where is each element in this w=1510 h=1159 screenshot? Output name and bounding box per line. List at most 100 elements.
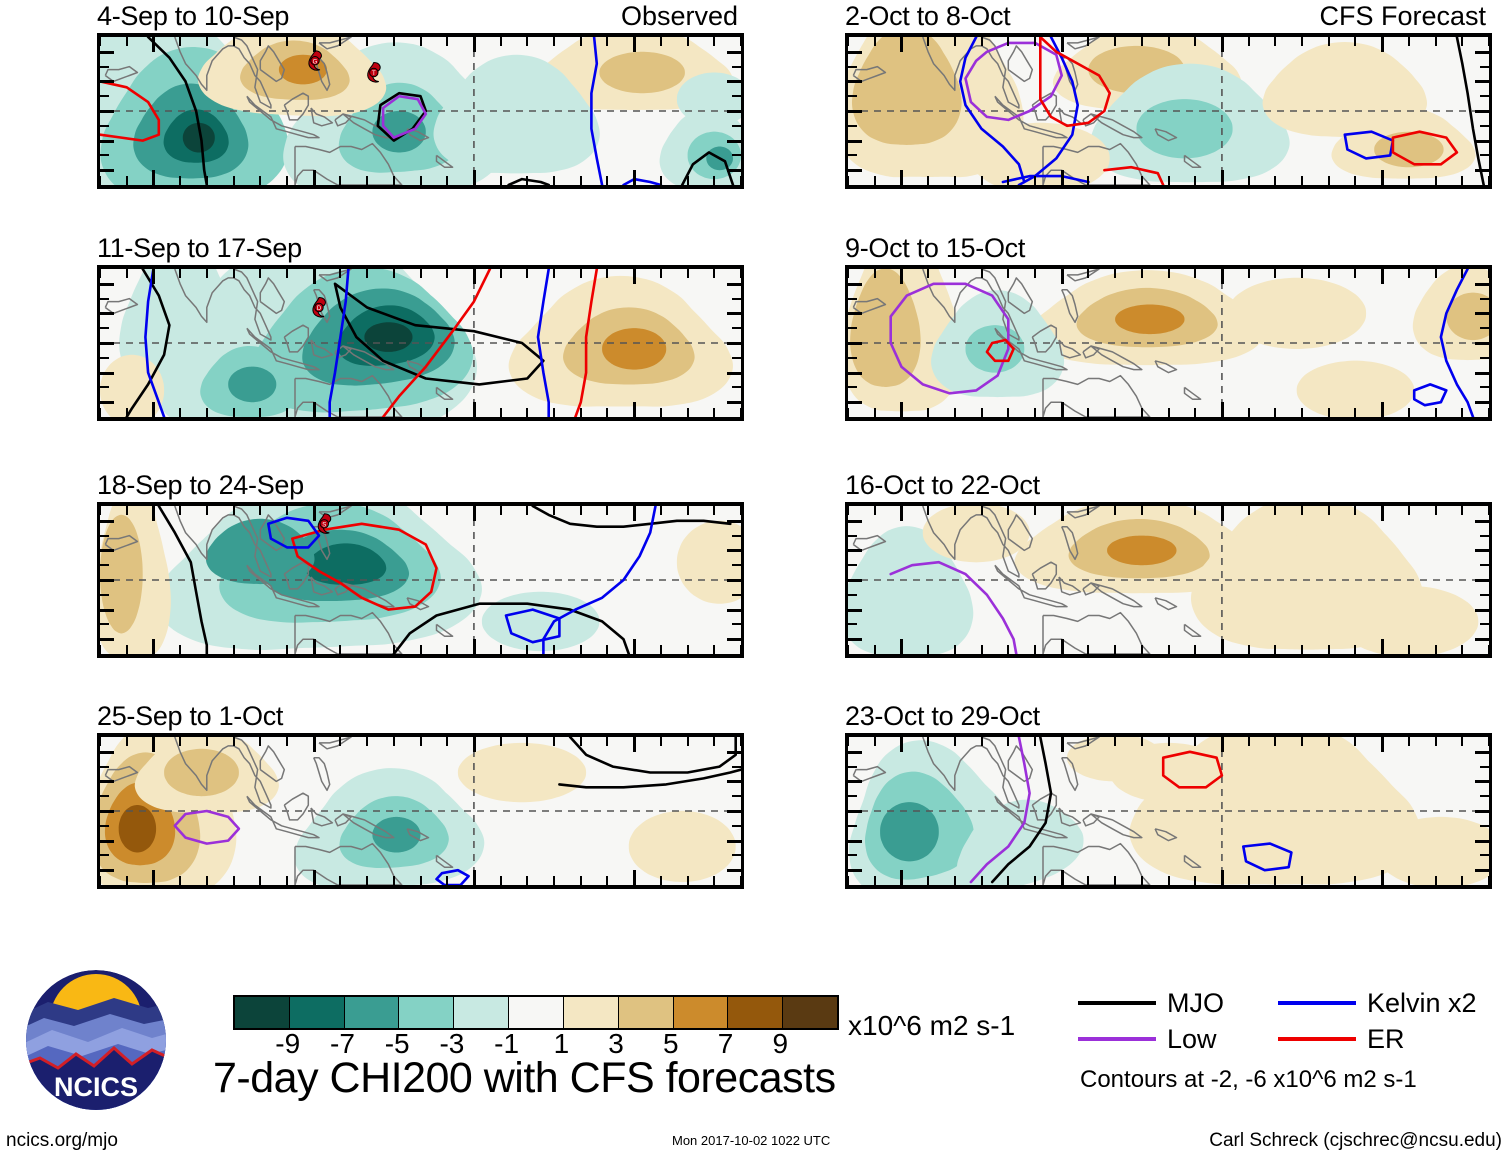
legend-line-swatch xyxy=(1278,1037,1356,1041)
x-tick xyxy=(446,176,449,185)
x-tick xyxy=(1274,737,1277,746)
y-tick xyxy=(848,65,857,68)
x-tick xyxy=(339,876,342,885)
x-tick xyxy=(499,876,502,885)
x-tick xyxy=(740,408,741,417)
panel-title-2: 18-Sep to 24-Sep xyxy=(97,470,304,500)
x-tick xyxy=(179,506,182,515)
x-tick xyxy=(953,876,956,885)
chi200-field-2: S xyxy=(100,506,741,654)
x-tick xyxy=(980,876,983,885)
x-tick xyxy=(392,408,395,417)
x-tick xyxy=(1461,876,1464,885)
x-tick xyxy=(606,176,609,185)
x-tick xyxy=(1060,870,1064,885)
x-tick xyxy=(1140,37,1143,46)
ncics-logo: NCICS xyxy=(26,970,166,1110)
x-tick xyxy=(659,37,662,46)
x-tick xyxy=(1434,37,1437,46)
legend-label: Kelvin x2 xyxy=(1367,987,1477,1018)
x-tick xyxy=(526,876,529,885)
x-tick xyxy=(285,645,288,654)
map-panel-1: 11-Sep to 17-SepD20N10N010S20S xyxy=(97,233,744,421)
colorbar-swatch xyxy=(343,997,399,1028)
x-tick xyxy=(980,737,983,746)
x-tick xyxy=(419,37,422,46)
colorbar-tick-label: -5 xyxy=(384,1028,410,1059)
x-tick xyxy=(100,737,101,746)
colorbar-tick-label: -9 xyxy=(275,1028,301,1059)
x-tick xyxy=(553,645,556,654)
x-tick xyxy=(633,737,637,752)
x-tick xyxy=(1140,269,1143,278)
x-tick xyxy=(1247,876,1250,885)
x-tick xyxy=(312,269,316,284)
y-tick xyxy=(1475,50,1489,54)
x-tick xyxy=(900,37,904,52)
x-tick xyxy=(446,645,449,654)
x-tick xyxy=(1007,737,1010,746)
x-tick xyxy=(1140,876,1143,885)
y-tick xyxy=(100,579,114,582)
y-tick xyxy=(100,623,109,626)
x-tick xyxy=(1301,408,1304,417)
x-tick xyxy=(125,506,128,515)
legend-line-swatch xyxy=(1078,1037,1156,1041)
x-tick xyxy=(1194,876,1197,885)
x-tick xyxy=(232,176,235,185)
x-tick xyxy=(1140,408,1143,417)
x-tick xyxy=(980,176,983,185)
y-tick xyxy=(848,50,862,54)
chi200-field-5 xyxy=(848,269,1489,417)
x-tick xyxy=(1274,645,1277,654)
x-tick xyxy=(1087,737,1090,746)
plot-area-1: D20N10N010S20S xyxy=(97,265,744,421)
x-tick xyxy=(232,506,235,515)
plot-area-0: GT20N10N010S20S xyxy=(97,33,744,189)
y-tick xyxy=(1475,608,1489,612)
y-tick xyxy=(727,608,741,612)
x-tick xyxy=(1327,408,1330,417)
y-tick xyxy=(1480,386,1489,389)
x-tick xyxy=(900,639,904,654)
x-tick xyxy=(232,408,235,417)
x-tick xyxy=(232,876,235,885)
x-tick xyxy=(366,506,369,515)
y-tick xyxy=(848,371,862,375)
x-tick xyxy=(366,645,369,654)
x-tick xyxy=(927,37,930,46)
x-tick xyxy=(1301,645,1304,654)
map-panel-7: 23-Oct to 29-Oct20N10N010S20S60E120E1801… xyxy=(845,703,1492,889)
y-tick xyxy=(1480,824,1489,827)
x-tick xyxy=(1167,737,1170,746)
map-panel-3: 25-Sep to 1-Oct20N10N010S20S60E120E18012… xyxy=(97,703,744,889)
x-tick xyxy=(419,269,422,278)
x-tick xyxy=(1461,176,1464,185)
x-tick xyxy=(446,269,449,278)
y-tick xyxy=(1480,95,1489,98)
x-tick xyxy=(1007,408,1010,417)
x-tick xyxy=(1220,402,1224,417)
x-tick xyxy=(1407,645,1410,654)
x-tick xyxy=(873,408,876,417)
x-tick xyxy=(1407,876,1410,885)
colorbar-swatch xyxy=(453,997,509,1028)
x-tick xyxy=(339,737,342,746)
y-tick xyxy=(848,869,862,873)
x-tick xyxy=(392,269,395,278)
y-tick xyxy=(1480,297,1489,300)
x-tick xyxy=(100,37,101,46)
colorbar-swatch xyxy=(727,997,783,1028)
x-tick xyxy=(472,37,476,52)
y-tick xyxy=(848,95,857,98)
y-tick xyxy=(732,327,741,330)
x-tick xyxy=(1167,176,1170,185)
x-tick xyxy=(1114,37,1117,46)
x-tick xyxy=(366,37,369,46)
x-tick xyxy=(259,408,262,417)
y-tick xyxy=(732,824,741,827)
y-tick xyxy=(100,593,109,596)
x-tick xyxy=(1434,645,1437,654)
plot-area-2: S20N10N010S20S xyxy=(97,502,744,658)
panel-title-1: 11-Sep to 17-Sep xyxy=(97,233,302,263)
